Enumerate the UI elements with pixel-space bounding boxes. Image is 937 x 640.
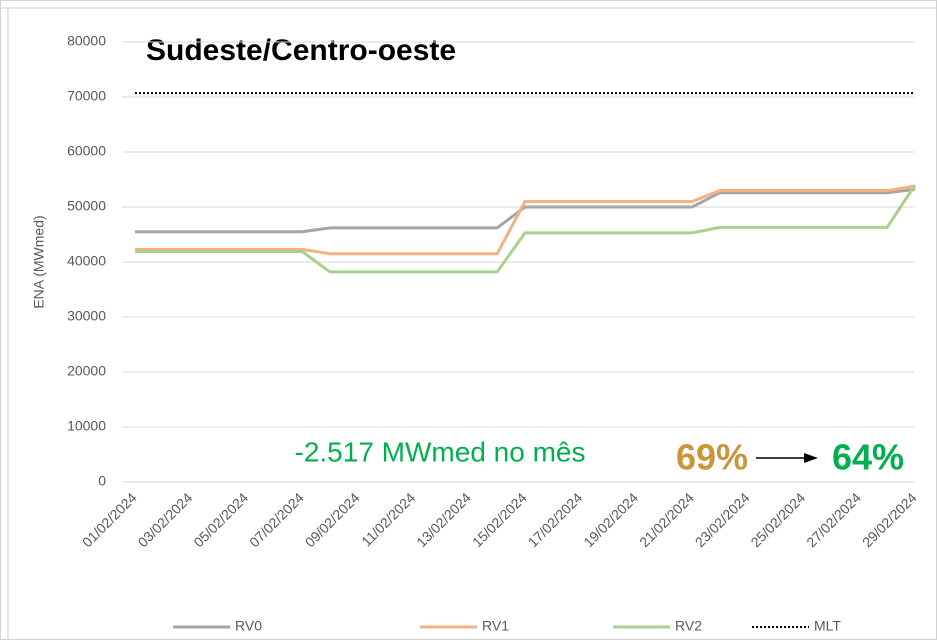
annotation: 64% bbox=[832, 437, 904, 478]
series-line bbox=[135, 187, 916, 234]
annotation: -2.517 MWmed no mês bbox=[295, 436, 586, 467]
legend-label: RV1 bbox=[482, 618, 509, 634]
y-tick-label: 60000 bbox=[67, 143, 106, 159]
legend-label: RV2 bbox=[675, 618, 702, 634]
series-line bbox=[135, 184, 917, 274]
y-tick-label: 40000 bbox=[67, 253, 106, 269]
annotation: 69% bbox=[676, 437, 748, 478]
arrow-head bbox=[804, 453, 818, 463]
series-line bbox=[135, 184, 916, 256]
chart-title: Sudeste/Centro-oeste bbox=[146, 34, 456, 67]
y-tick-label: 30000 bbox=[67, 308, 106, 324]
y-tick-label: 70000 bbox=[67, 88, 106, 104]
y-tick-label: 10000 bbox=[67, 418, 106, 434]
legend-label: MLT bbox=[814, 618, 841, 634]
y-axis-label: ENA (MWmed) bbox=[31, 215, 47, 308]
y-tick-label: 20000 bbox=[67, 363, 106, 379]
y-tick-label: 0 bbox=[98, 473, 106, 489]
y-tick-label: 50000 bbox=[67, 198, 106, 214]
y-tick-label: 80000 bbox=[67, 33, 106, 49]
legend-label: RV0 bbox=[235, 618, 262, 634]
